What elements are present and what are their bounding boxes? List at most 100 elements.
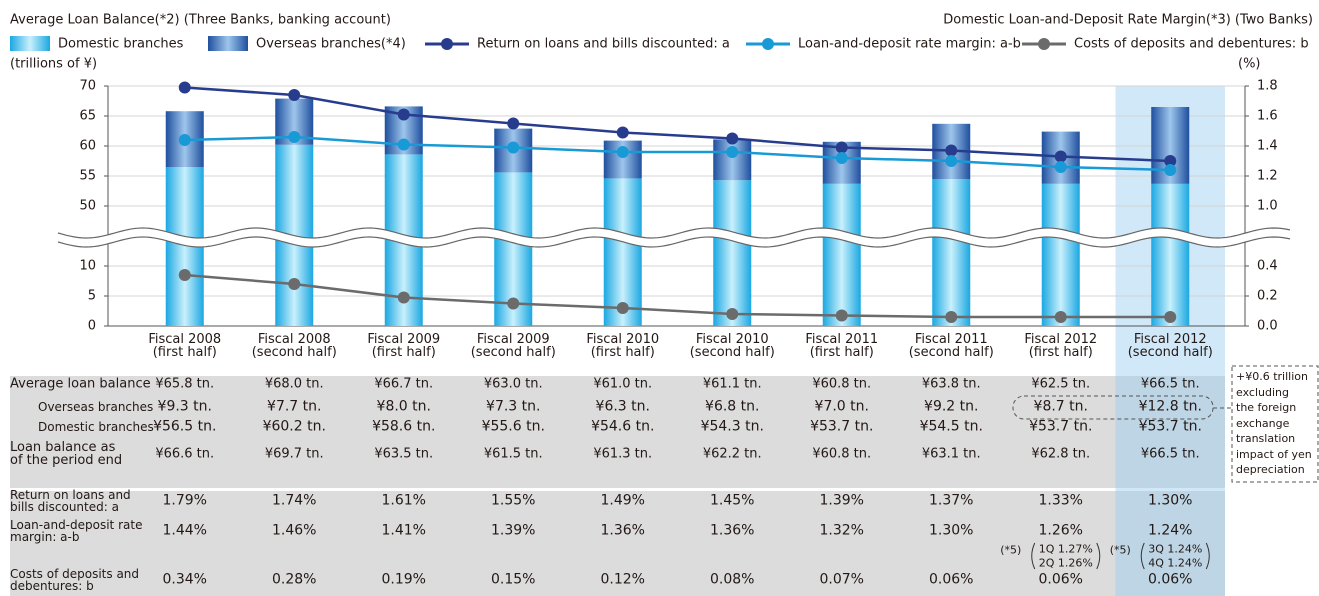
y2-tick-label: 0.4 — [1257, 259, 1278, 274]
line-marker — [178, 134, 191, 146]
highlight-box — [1012, 395, 1214, 420]
y2-tick-label: 0.2 — [1257, 289, 1278, 304]
table-cell: 0.06% — [929, 571, 974, 588]
chart-title: Average Loan Balance(*2) (Three Banks, b… — [10, 13, 391, 28]
bar — [822, 183, 861, 326]
table-cell: 1.74% — [272, 492, 317, 509]
table-cell: 1.36% — [600, 522, 645, 539]
bar — [932, 179, 971, 326]
legend-swatch — [10, 36, 50, 51]
bar — [1041, 183, 1080, 326]
legend-label: Costs of deposits and debentures: b — [1074, 37, 1309, 52]
x-tick-label: Fiscal 2012 (first half) — [1024, 332, 1098, 360]
bar — [603, 178, 642, 326]
y2-tick-label: 0.0 — [1257, 319, 1278, 334]
table-band — [10, 491, 1225, 596]
table-cell: 0.06% — [1148, 571, 1193, 588]
table-cell: 1.39% — [819, 492, 864, 509]
y-tick-label: 0 — [88, 319, 96, 334]
bar — [713, 139, 752, 181]
table-cell: ¥61.5 tn. — [483, 446, 543, 462]
bracket — [1031, 542, 1036, 570]
axis-break-line — [57, 236, 1291, 248]
y-tick-label: 10 — [79, 259, 96, 274]
table-cell: ¥54.3 tn. — [700, 418, 764, 435]
legend-label: Overseas branches(*4) — [256, 37, 406, 52]
table-cell: ¥66.5 tn. — [1140, 376, 1200, 392]
table-cell: ¥65.8 tn. — [155, 376, 215, 392]
table-cell: ¥55.6 tn. — [481, 418, 545, 435]
row-label: Domestic branches — [38, 420, 154, 434]
table-cell: 1.61% — [381, 492, 426, 509]
row-label: Return on loans and bills discounted: a — [10, 488, 131, 514]
x-tick-label: Fiscal 2010 (second half) — [689, 332, 775, 360]
bracket — [1205, 542, 1210, 570]
row-label: Loan-and-deposit rate margin: a-b — [10, 518, 143, 544]
table-cell: 1.30% — [929, 522, 974, 539]
table-cell: ¥8.7 tn. — [1033, 398, 1088, 415]
y2-tick-label: 1.8 — [1257, 79, 1278, 94]
table-cell: ¥60.8 tn. — [812, 446, 872, 462]
y-axis-label: (trillions of ¥) — [10, 57, 97, 72]
line-marker — [726, 308, 739, 320]
table-cell: ¥56.5 tn. — [153, 418, 217, 435]
line-marker — [288, 89, 301, 101]
line-marker — [1054, 311, 1067, 323]
annotation-label: (*5) — [1000, 543, 1022, 557]
table-cell: ¥6.3 tn. — [595, 398, 650, 415]
table-cell: 0.15% — [491, 571, 536, 588]
x-tick-label: Fiscal 2011 (second half) — [908, 332, 994, 360]
table-cell: ¥54.6 tn. — [591, 418, 655, 435]
legend-marker — [441, 38, 453, 50]
line-marker — [616, 146, 629, 158]
table-cell: ¥63.1 tn. — [921, 446, 981, 462]
line-marker — [835, 152, 848, 164]
table-cell: 0.06% — [1038, 571, 1083, 588]
legend-label: Loan-and-deposit rate margin: a-b — [798, 37, 1021, 52]
x-tick-label: Fiscal 2010 (first half) — [586, 332, 660, 360]
table-cell: ¥66.7 tn. — [374, 376, 434, 392]
line-marker — [726, 132, 739, 145]
bracket — [1140, 542, 1145, 570]
table-cell: ¥12.8 tn. — [1138, 398, 1202, 415]
x-tick-label: Fiscal 2008 (first half) — [148, 332, 222, 360]
table-cell: 1.36% — [710, 522, 755, 539]
table-cell: ¥69.7 tn. — [264, 446, 324, 462]
table-cell: 0.19% — [381, 571, 426, 588]
line-marker — [507, 297, 520, 310]
row-label: Loan balance as of the period end — [10, 440, 123, 468]
table-cell: 1.30% — [1148, 492, 1193, 509]
x-tick-label: Fiscal 2009 (second half) — [470, 332, 556, 360]
x-tick-label: Fiscal 2011 (first half) — [805, 332, 879, 360]
table-cell: ¥8.0 tn. — [376, 398, 431, 415]
line-marker — [1054, 150, 1067, 163]
line — [184, 86, 1171, 163]
annotation-line: 4Q 1.24% — [1148, 556, 1203, 570]
table-cell: ¥7.3 tn. — [486, 398, 541, 415]
line-marker — [1164, 311, 1177, 323]
table-cell: ¥62.8 tn. — [1031, 446, 1091, 462]
table-cell: 1.32% — [819, 522, 864, 539]
y-tick-label: 5 — [88, 289, 96, 304]
table-cell: 1.55% — [491, 492, 536, 509]
line-marker — [507, 141, 520, 154]
line-marker — [1164, 164, 1177, 176]
table-cell: 1.41% — [381, 522, 426, 539]
table-cell: 0.28% — [272, 571, 317, 588]
table-cell: 1.45% — [710, 492, 755, 509]
table-band — [10, 376, 1225, 488]
table-cell: ¥63.5 tn. — [374, 446, 434, 462]
table-cell: 1.46% — [272, 522, 317, 539]
x-tick-label: Fiscal 2009 (first half) — [367, 332, 441, 360]
table-cell: ¥9.2 tn. — [924, 398, 979, 415]
line-marker — [945, 155, 958, 167]
y-tick-label: 55 — [79, 169, 96, 184]
bar — [1151, 183, 1190, 326]
line-marker — [945, 144, 958, 157]
table-cell: ¥61.3 tn. — [593, 446, 653, 462]
line-marker — [726, 146, 739, 158]
annotation-label: (*5) — [1109, 543, 1131, 557]
y2-axis-label: (%) — [1238, 57, 1261, 72]
table-cell: ¥62.2 tn. — [702, 446, 762, 462]
line-marker — [288, 131, 301, 143]
